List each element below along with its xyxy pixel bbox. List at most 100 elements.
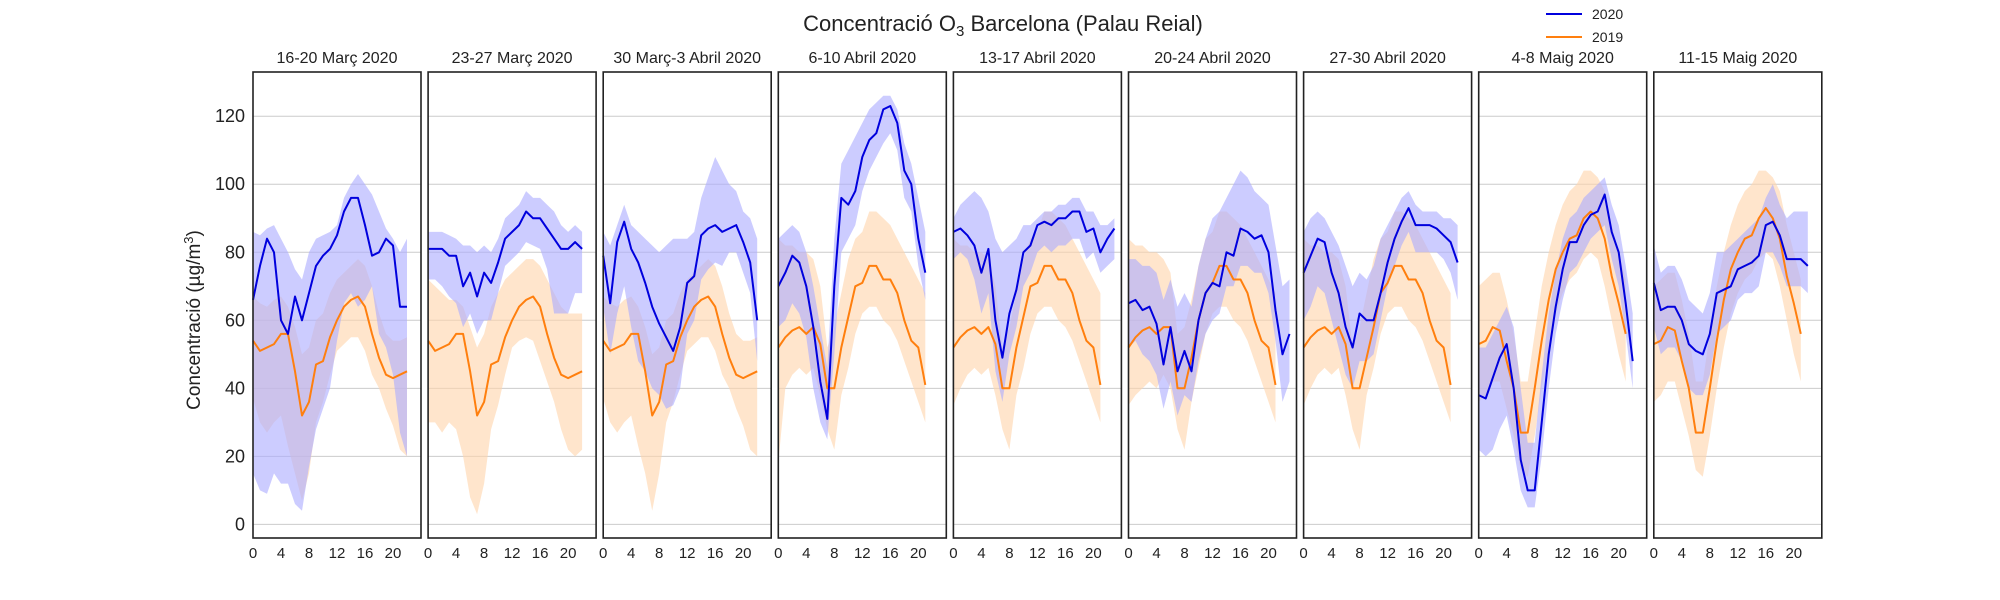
- x-tick-label: 16: [1232, 545, 1249, 562]
- y-tick-label: 0: [235, 514, 245, 534]
- series-2019-line: [427, 295, 583, 417]
- series-2019-line: [602, 295, 758, 417]
- panel-title: 30 Març-3 Abril 2020: [613, 50, 761, 67]
- x-tick-label: 16: [1757, 545, 1774, 562]
- y-tick-label: 80: [225, 242, 245, 262]
- x-tick-label: 0: [949, 545, 957, 562]
- series-2020-line: [1128, 227, 1291, 373]
- panel-8: 4-8 Maig 2020 0 4 8 12 16 20: [1475, 50, 1648, 562]
- panel-title: 13-17 Abril 2020: [979, 50, 1096, 67]
- x-tick-label: 8: [305, 545, 313, 562]
- x-tick-label: 0: [1475, 545, 1483, 562]
- legend: 2020 2019: [1546, 6, 1623, 45]
- series-2020-line: [952, 210, 1116, 359]
- legend-label-2019: 2019: [1592, 29, 1623, 45]
- x-tick-label: 20: [1610, 545, 1627, 562]
- x-tick-label: 8: [1531, 545, 1539, 562]
- x-tick-label: 0: [599, 545, 607, 562]
- legend-label-2020: 2020: [1592, 6, 1623, 22]
- panel-frame: [952, 71, 1123, 539]
- series-2020-line: [1302, 207, 1459, 349]
- series-2019-line: [777, 264, 927, 390]
- x-tick-label: 16: [1057, 545, 1074, 562]
- x-tick-label: 0: [1124, 545, 1132, 562]
- y-tick-label: 60: [225, 310, 245, 330]
- series-2020-line: [777, 105, 927, 420]
- panel-title: 6-10 Abril 2020: [808, 50, 916, 67]
- x-tick-label: 8: [655, 545, 663, 562]
- x-tick-label: 8: [1005, 545, 1013, 562]
- x-tick-label: 0: [424, 545, 432, 562]
- chart-title: Concentració O3 Barcelona (Palau Reial): [803, 11, 1203, 40]
- x-tick-label: 4: [1327, 545, 1335, 562]
- series-2019-line: [952, 264, 1102, 390]
- panel-frame: [777, 71, 948, 539]
- x-tick-label: 8: [830, 545, 838, 562]
- title-rest: Barcelona (Palau Reial): [964, 11, 1202, 36]
- panel-title: 27-30 Abril 2020: [1329, 50, 1446, 67]
- panel-frame: [1127, 71, 1298, 539]
- panel-1: 16-20 Març 2020 0 4 8 12 16 20 0 20 40 60 80 100 120: [215, 50, 422, 562]
- x-tick-label: 20: [1085, 545, 1102, 562]
- panel-frame: [252, 71, 422, 539]
- panel-frame: [1302, 71, 1473, 539]
- x-tick-label: 16: [357, 545, 374, 562]
- y-tick-label: 40: [225, 378, 245, 398]
- y-tick-label: 120: [215, 106, 245, 126]
- x-tick-label: 8: [1180, 545, 1188, 562]
- series-2020-line: [1478, 193, 1634, 492]
- band-2020: [603, 157, 758, 409]
- x-tick-label: 20: [1260, 545, 1277, 562]
- x-tick-label: 4: [1503, 545, 1511, 562]
- x-tick-label: 20: [735, 545, 752, 562]
- x-tick-label: 12: [1554, 545, 1571, 562]
- x-tick-label: 12: [1729, 545, 1746, 562]
- panel-5: 13-17 Abril 2020 0 4 8 12 16 20: [949, 50, 1123, 562]
- panel-title: 4-8 Maig 2020: [1512, 50, 1614, 67]
- x-tick-label: 12: [1204, 545, 1221, 562]
- panel-title: 16-20 Març 2020: [277, 50, 398, 67]
- x-tick-label: 0: [1299, 545, 1307, 562]
- title-subscript: 3: [956, 23, 964, 40]
- x-tick-label: 20: [385, 545, 402, 562]
- x-tick-label: 4: [277, 545, 285, 562]
- x-tick-label: 0: [774, 545, 782, 562]
- panel-7: 27-30 Abril 2020 0 4 8 12 16 20: [1299, 50, 1473, 562]
- y-tick-label: 100: [215, 174, 245, 194]
- x-tick-label: 8: [1355, 545, 1363, 562]
- x-tick-label: 16: [707, 545, 724, 562]
- panel-6: 20-24 Abril 2020 0 4 8 12 16 20: [1124, 50, 1298, 562]
- x-tick-label: 12: [1379, 545, 1396, 562]
- x-tick-label: 4: [1678, 545, 1686, 562]
- x-tick-label: 20: [1785, 545, 1802, 562]
- x-tick-label: 4: [977, 545, 985, 562]
- x-tick-label: 12: [1029, 545, 1046, 562]
- series-2019-line: [1478, 210, 1627, 434]
- panel-title: 23-27 Març 2020: [452, 50, 573, 67]
- x-tick-label: 20: [1435, 545, 1452, 562]
- band-2020: [253, 174, 407, 511]
- x-tick-label: 0: [1650, 545, 1658, 562]
- x-tick-label: 16: [532, 545, 549, 562]
- y-axis-label: Concentració (µg/m3): [181, 230, 205, 410]
- x-tick-label: 8: [1706, 545, 1714, 562]
- x-tick-label: 12: [854, 545, 871, 562]
- series-2020-line: [602, 220, 759, 352]
- series-2020-line: [252, 196, 407, 335]
- x-tick-label: 12: [504, 545, 521, 562]
- band-2020: [1653, 184, 1808, 396]
- x-tick-label: 16: [882, 545, 899, 562]
- x-tick-label: 12: [679, 545, 696, 562]
- x-tick-label: 16: [1582, 545, 1599, 562]
- series-2019-line: [252, 295, 408, 417]
- series-2020-line: [428, 210, 583, 298]
- x-tick-label: 4: [452, 545, 460, 562]
- band-2020: [778, 95, 926, 440]
- panel-frame: [1477, 71, 1648, 539]
- panel-frame: [427, 71, 597, 539]
- x-tick-label: 16: [1407, 545, 1424, 562]
- ylabel-superscript: 3: [181, 236, 196, 243]
- panel-frame: [1653, 71, 1823, 539]
